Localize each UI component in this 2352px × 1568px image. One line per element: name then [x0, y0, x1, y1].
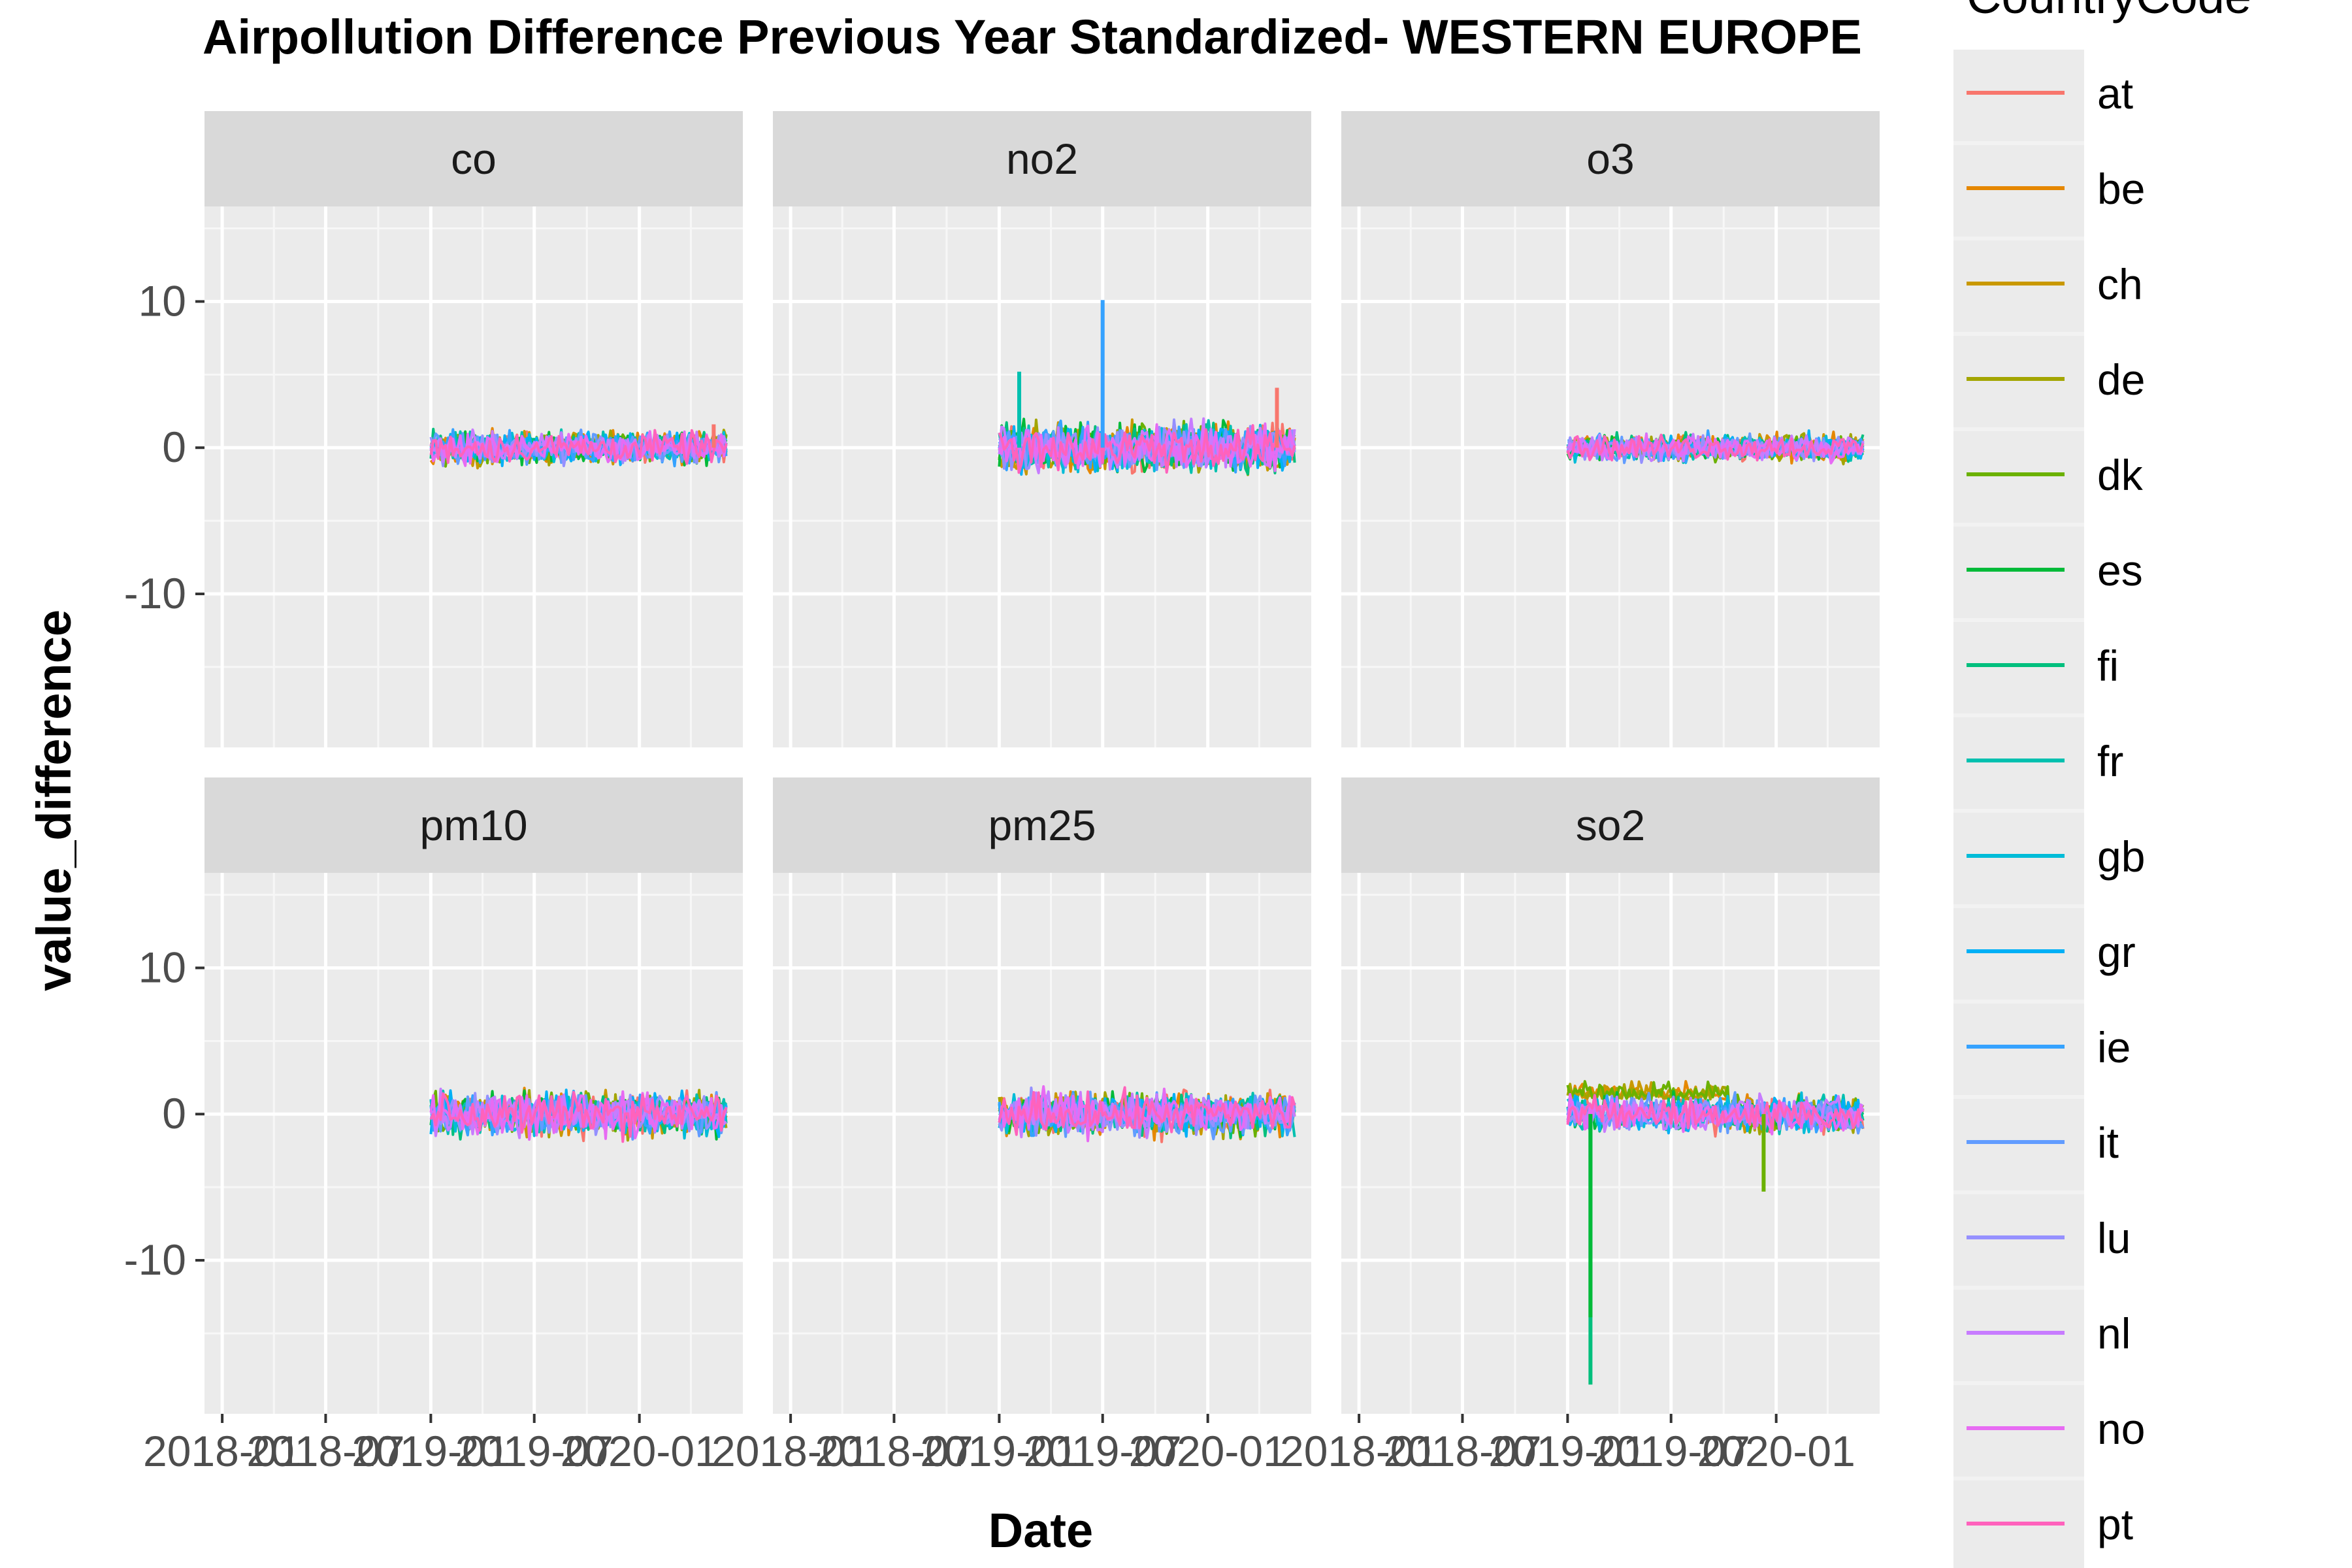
facet-panel-o3: o3 [1341, 111, 1880, 747]
facet-panel-pm10: pm10 [204, 777, 743, 1414]
facet-label: pm10 [419, 801, 527, 849]
x-tick-label: 2019-01 [351, 1427, 510, 1475]
series-line-nl [1566, 1092, 1864, 1134]
x-tick-label: 2020-01 [1129, 1427, 1287, 1475]
facet-panels: co no2 o3 pm10 pm25 so2 [204, 111, 1880, 1414]
legend-key-nl [1953, 1290, 2084, 1381]
legend-title: CountryCode [1967, 0, 2251, 24]
series-line-pt [1566, 1094, 1863, 1130]
panel-background [773, 873, 1311, 1414]
chart-title: Airpollution Difference Previous Year St… [203, 10, 1862, 64]
facet-strip [204, 111, 743, 206]
facet-label: no2 [1006, 135, 1078, 183]
x-tick-label: 2018-07 [1383, 1427, 1541, 1475]
x-tick-label: 2018-07 [815, 1427, 973, 1475]
series-line-no [998, 422, 1296, 472]
facet-panel-so2: so2 [1341, 777, 1880, 1414]
x-tick-label: 2019-07 [455, 1427, 613, 1475]
legend-label-gb: gb [2097, 832, 2145, 881]
series-line-pt [998, 424, 1296, 474]
legend-key-dk [1953, 431, 2084, 523]
series-line-pt [998, 1086, 1296, 1136]
facet-strip [1341, 777, 1880, 873]
facet-label: o3 [1586, 135, 1634, 183]
legend-label-dk: dk [2097, 451, 2144, 499]
panel-background [204, 873, 743, 1414]
axes: 100-10100-102018-012018-072019-012019-07… [124, 276, 1855, 1475]
legend-key-gb [1953, 813, 2084, 904]
y-tick-label: 0 [162, 1089, 186, 1137]
y-tick-label: 10 [139, 943, 186, 991]
legend-label-no: no [2097, 1405, 2145, 1453]
legend-key-de [1953, 336, 2084, 427]
series-line-nl [998, 1090, 1296, 1139]
x-tick-label: 2019-07 [1592, 1427, 1750, 1475]
facet-label: pm25 [988, 801, 1096, 849]
legend-key-fr [1953, 717, 2084, 809]
panel-background [773, 206, 1311, 747]
facet-strip [204, 777, 743, 873]
legend-key-es [1953, 527, 2084, 618]
panel-background [1341, 873, 1880, 1414]
legend-label-fr: fr [2097, 737, 2123, 785]
legend-label-be: be [2097, 165, 2145, 213]
y-tick-label: -10 [124, 569, 186, 617]
legend-key-be [1953, 145, 2084, 237]
legend-label-gr: gr [2097, 928, 2136, 976]
legend-key-ch [1953, 240, 2084, 332]
y-tick-label: -10 [124, 1235, 186, 1284]
legend-label-lu: lu [2097, 1214, 2131, 1262]
series-line-pt [1566, 433, 1865, 462]
y-tick-label: 10 [139, 276, 186, 325]
legend-label-it: it [2097, 1119, 2119, 1167]
x-tick-label: 2018-01 [143, 1427, 301, 1475]
x-axis-title: Date [988, 1503, 1093, 1558]
legend-label-pt: pt [2097, 1500, 2133, 1548]
facet-strip [773, 111, 1311, 206]
x-tick-label: 2019-07 [1024, 1427, 1182, 1475]
legend-label-at: at [2097, 69, 2133, 118]
legend-key-no [1953, 1385, 2084, 1477]
x-tick-label: 2020-01 [561, 1427, 719, 1475]
x-tick-label: 2018-01 [1280, 1427, 1438, 1475]
legend-key-ie [1953, 1004, 2084, 1095]
y-tick-label: 0 [162, 423, 186, 471]
x-tick-label: 2019-01 [920, 1427, 1078, 1475]
x-tick-label: 2019-01 [1488, 1427, 1646, 1475]
x-tick-label: 2018-01 [711, 1427, 870, 1475]
y-axis-title: value_difference [27, 610, 81, 991]
facet-label: co [451, 135, 497, 183]
series-line-pt [429, 429, 728, 465]
legend-label-nl: nl [2097, 1309, 2131, 1358]
legend-key-it [1953, 1099, 2084, 1190]
facet-panel-no2: no2 [773, 111, 1311, 747]
legend-key-fi [1953, 622, 2084, 713]
legend-label-ch: ch [2097, 260, 2143, 308]
legend-key-at [1953, 50, 2084, 141]
legend-label-es: es [2097, 546, 2143, 595]
facet-panel-pm25: pm25 [773, 777, 1311, 1414]
legend: CountryCode at be ch de dk es fi fr gb gr ie it lu nl… [1953, 0, 2251, 1568]
x-tick-label: 2020-01 [1697, 1427, 1855, 1475]
legend-label-de: de [2097, 355, 2145, 404]
panel-background [204, 206, 743, 747]
series-line-pt [429, 1090, 728, 1143]
x-tick-label: 2018-07 [246, 1427, 404, 1475]
legend-key-gr [1953, 908, 2084, 1000]
facet-panel-co: co [204, 111, 743, 747]
panel-background [1341, 206, 1880, 747]
facet-strip [1341, 111, 1880, 206]
legend-label-ie: ie [2097, 1023, 2131, 1071]
series-line-lu [998, 1086, 1296, 1139]
facet-strip [773, 777, 1311, 873]
legend-label-fi: fi [2097, 642, 2119, 690]
legend-key-lu [1953, 1194, 2084, 1286]
facet-label: so2 [1576, 801, 1645, 849]
